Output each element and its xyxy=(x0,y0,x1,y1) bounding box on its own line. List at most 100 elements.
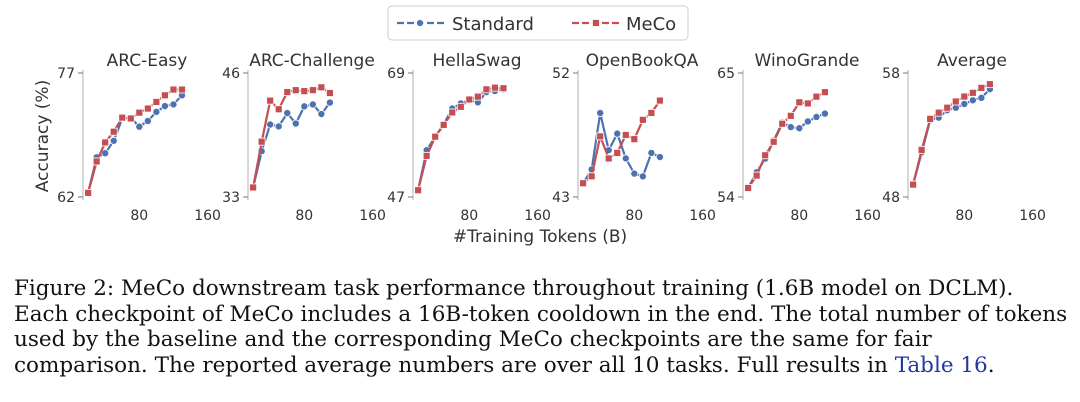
data-point-meco xyxy=(951,97,960,106)
data-point-meco xyxy=(803,99,812,108)
data-point-standard xyxy=(300,102,309,111)
panel-winogrande: WinoGrande 54 65 80 160 xyxy=(717,51,881,224)
data-point-meco xyxy=(439,120,448,129)
data-point-meco xyxy=(926,114,935,123)
panel-title: Average xyxy=(937,51,1007,71)
legend-frame xyxy=(387,5,689,41)
panel-title: HellaSwag xyxy=(432,51,521,71)
data-point-standard xyxy=(160,102,169,111)
data-point-meco xyxy=(812,92,821,101)
legend: Standard MeCo xyxy=(387,5,689,41)
data-point-standard xyxy=(977,93,986,102)
data-point-standard xyxy=(596,108,605,117)
data-point-meco xyxy=(431,132,440,141)
table-16-link[interactable]: Table 16 xyxy=(894,352,988,378)
panel-arc-easy: ARC-Easy 62 77 80 160 xyxy=(57,51,221,224)
data-point-standard xyxy=(968,96,977,105)
series-line-meco xyxy=(252,86,331,188)
data-point-meco xyxy=(152,98,161,106)
y-tick-label: 58 xyxy=(882,66,900,82)
data-point-standard xyxy=(308,100,317,109)
legend-meco-label: MeCo xyxy=(626,14,676,35)
data-point-meco xyxy=(943,103,952,112)
x-tick-label: 160 xyxy=(1019,208,1046,224)
y-tick-label: 48 xyxy=(882,190,900,206)
data-point-meco xyxy=(499,84,508,93)
data-point-meco xyxy=(161,91,169,100)
legend-standard-label: Standard xyxy=(452,14,534,35)
data-point-meco xyxy=(101,138,110,147)
panel-title: WinoGrande xyxy=(755,51,860,71)
x-tick-label: 160 xyxy=(194,208,221,224)
series-line-standard xyxy=(252,101,331,188)
data-point-standard xyxy=(169,100,178,109)
y-tick-label: 69 xyxy=(387,66,405,82)
data-point-meco xyxy=(465,95,474,104)
data-point-meco xyxy=(456,102,465,111)
data-point-meco xyxy=(579,179,588,188)
data-point-meco xyxy=(143,104,152,113)
y-tick-label: 77 xyxy=(57,66,75,82)
panel-average: Average 48 58 80 160 xyxy=(882,51,1046,224)
y-tick-label: 43 xyxy=(552,190,570,206)
data-point-meco xyxy=(960,92,969,101)
y-tick-label: 47 xyxy=(387,190,405,206)
data-point-standard xyxy=(621,154,630,163)
figure-caption: Figure 2: MeCo downstream task performan… xyxy=(14,276,1070,378)
data-point-meco xyxy=(638,115,647,124)
data-point-meco xyxy=(986,80,994,89)
caption-end: . xyxy=(987,352,995,378)
data-point-meco xyxy=(249,183,258,192)
data-point-standard xyxy=(960,100,969,109)
data-point-meco xyxy=(118,113,127,122)
data-point-standard xyxy=(266,120,275,129)
caption-text: Figure 2: MeCo downstream task performan… xyxy=(14,276,1068,378)
data-point-meco xyxy=(109,127,118,136)
data-point-meco xyxy=(257,137,266,146)
data-point-meco xyxy=(84,188,93,197)
y-axis-label: Accuracy (%) xyxy=(33,80,53,192)
series-line-meco xyxy=(747,91,826,189)
data-point-meco xyxy=(977,83,986,92)
data-point-meco xyxy=(786,111,795,120)
data-point-meco xyxy=(769,137,778,146)
data-point-meco xyxy=(778,119,787,128)
x-tick-label: 160 xyxy=(524,208,551,224)
data-point-meco xyxy=(630,135,639,144)
data-point-meco xyxy=(752,171,761,180)
data-point-meco xyxy=(917,145,926,154)
data-point-standard xyxy=(274,122,283,131)
y-tick-label: 52 xyxy=(552,66,570,82)
data-point-meco xyxy=(744,184,753,192)
series-line-meco xyxy=(912,83,991,185)
panel-title: OpenBookQA xyxy=(586,51,699,71)
data-point-standard xyxy=(803,117,812,126)
data-point-standard xyxy=(283,109,292,118)
data-point-standard xyxy=(812,112,821,121)
data-point-standard xyxy=(291,119,300,128)
x-axis-label: #Training Tokens (B) xyxy=(453,227,627,247)
data-point-meco xyxy=(283,88,292,96)
data-point-meco xyxy=(126,114,135,123)
legend-standard-marker xyxy=(416,19,424,27)
x-tick-label: 160 xyxy=(359,208,386,224)
x-tick-label: 80 xyxy=(625,208,643,224)
y-tick-label: 54 xyxy=(717,190,735,206)
data-point-meco xyxy=(291,86,300,95)
data-point-standard xyxy=(143,116,152,125)
data-point-standard xyxy=(613,129,622,138)
data-point-meco xyxy=(587,172,596,181)
data-point-meco xyxy=(613,149,622,157)
data-point-standard xyxy=(317,110,326,119)
data-point-standard xyxy=(795,124,804,133)
data-point-meco xyxy=(761,151,770,160)
data-point-meco xyxy=(968,88,977,97)
series-line-meco xyxy=(582,99,661,185)
data-point-standard xyxy=(786,123,795,132)
panel-hellaswag: HellaSwag 47 69 80 160 xyxy=(387,51,551,224)
panel-arc-challenge: ARC-Challenge 33 46 80 160 xyxy=(222,51,386,224)
x-tick-label: 80 xyxy=(295,208,313,224)
data-point-meco xyxy=(491,83,499,92)
x-tick-label: 80 xyxy=(460,208,478,224)
data-point-meco xyxy=(414,186,423,195)
